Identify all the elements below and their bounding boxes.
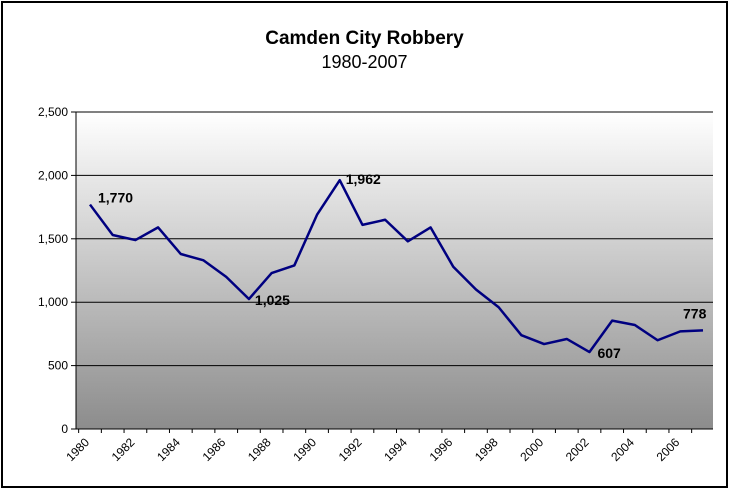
y-tick-labels: 0 500 1,000 1,500 2,000 2,500 bbox=[38, 105, 68, 436]
data-label: 607 bbox=[597, 345, 621, 361]
x-tick-label: 2002 bbox=[563, 435, 592, 464]
data-labels: 1,770 1,962 1,025 607 778 bbox=[98, 171, 707, 361]
data-label: 1,770 bbox=[98, 190, 133, 206]
data-label: 1,025 bbox=[255, 292, 290, 308]
chart-subtitle: 1980-2007 bbox=[321, 52, 408, 72]
x-tick-labels: 1980 1982 1984 1986 1988 1990 1992 1994 1996 1998… bbox=[63, 435, 682, 464]
y-tick-label: 2,000 bbox=[38, 168, 68, 182]
x-tick-label: 1980 bbox=[63, 435, 92, 464]
x-tick-label: 1990 bbox=[290, 435, 319, 464]
x-tick-label: 1986 bbox=[200, 435, 229, 464]
chart-title: Camden City Robbery bbox=[265, 28, 464, 49]
y-tick-label: 1,000 bbox=[38, 295, 68, 309]
x-tick-label: 2000 bbox=[517, 435, 546, 464]
x-tick-label: 1996 bbox=[427, 435, 456, 464]
axes bbox=[75, 112, 713, 433]
x-tick-label: 1988 bbox=[245, 435, 274, 464]
series-layer bbox=[88, 178, 704, 354]
gridlines bbox=[71, 111, 713, 430]
y-tick-label: 500 bbox=[48, 359, 68, 373]
x-tick-label: 1982 bbox=[109, 435, 138, 464]
y-tick-label: 1,500 bbox=[38, 232, 68, 246]
x-tick-label: 1998 bbox=[472, 435, 501, 464]
y-tick-label: 2,500 bbox=[38, 105, 68, 119]
data-label: 1,962 bbox=[346, 171, 381, 187]
y-tick-label: 0 bbox=[61, 422, 68, 436]
x-tick-label: 2004 bbox=[608, 435, 637, 464]
series-line bbox=[88, 178, 704, 354]
plot-area bbox=[76, 112, 713, 429]
data-label: 778 bbox=[683, 305, 707, 321]
x-tick-label: 1992 bbox=[336, 435, 365, 464]
x-tick-label: 1984 bbox=[154, 435, 183, 464]
x-tick-label: 1994 bbox=[381, 435, 410, 464]
x-tick-label: 2006 bbox=[654, 435, 683, 464]
